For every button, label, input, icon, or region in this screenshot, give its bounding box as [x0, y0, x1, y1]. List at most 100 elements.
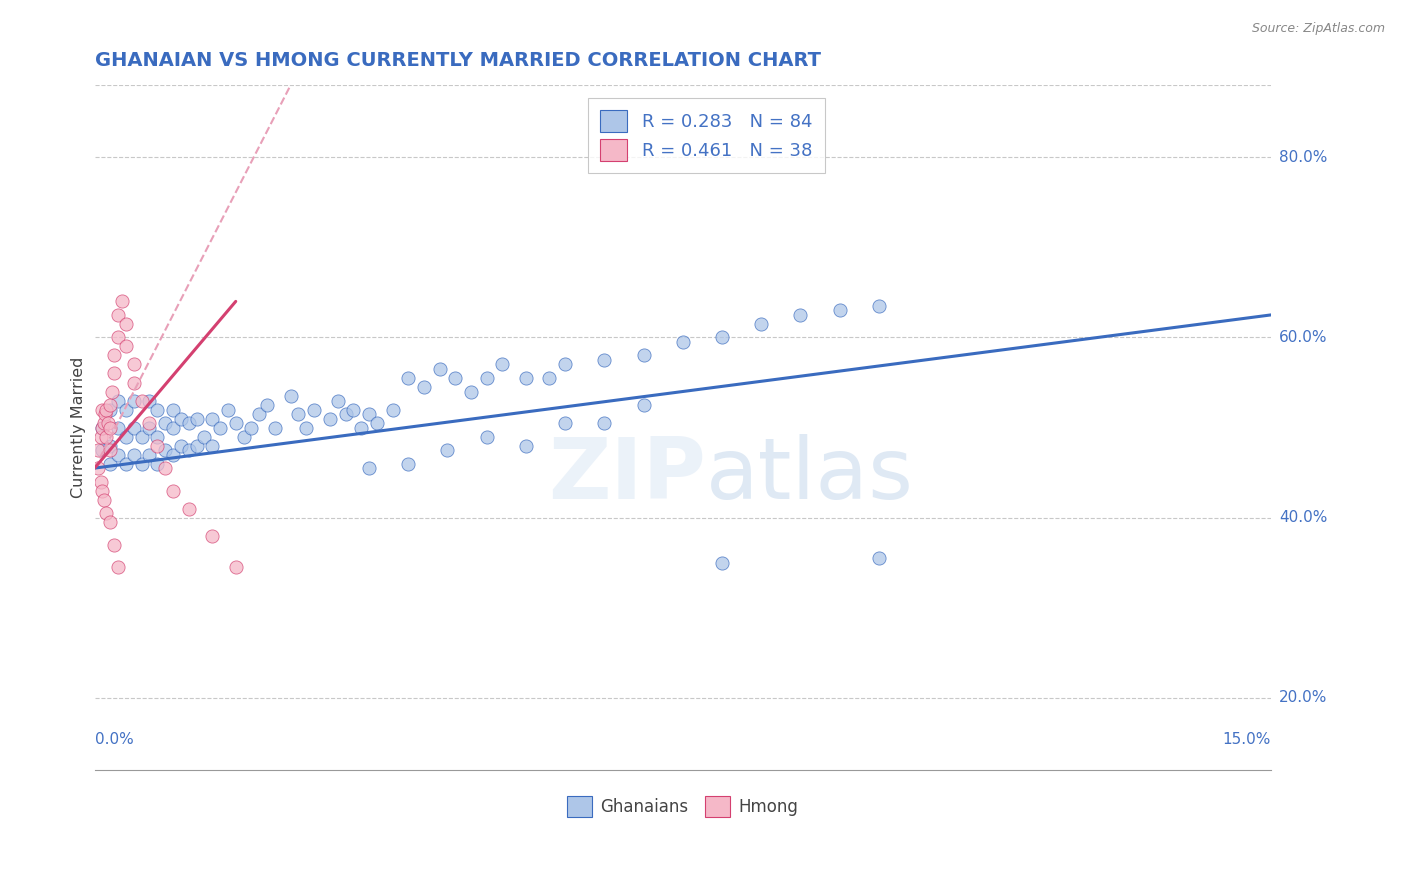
Point: [335, 407, 357, 421]
Point: [672, 334, 695, 349]
Point: [413, 380, 436, 394]
Text: 20.0%: 20.0%: [1279, 690, 1327, 706]
Point: [475, 429, 498, 443]
Legend: Ghanaians, Hmong: Ghanaians, Hmong: [561, 789, 806, 823]
Point: [115, 402, 138, 417]
Point: [107, 330, 129, 344]
Point: [436, 443, 458, 458]
Point: [868, 299, 890, 313]
Point: [515, 439, 537, 453]
Point: [122, 393, 145, 408]
Point: [103, 367, 125, 381]
Point: [396, 371, 419, 385]
Point: [319, 411, 342, 425]
Point: [115, 457, 138, 471]
Point: [429, 362, 451, 376]
Point: [87, 461, 110, 475]
Point: [122, 358, 145, 372]
Point: [115, 339, 138, 353]
Point: [146, 429, 169, 443]
Point: [789, 308, 811, 322]
Point: [122, 420, 145, 434]
Point: [98, 398, 121, 412]
Point: [107, 420, 129, 434]
Point: [93, 492, 115, 507]
Point: [90, 429, 112, 443]
Point: [396, 457, 419, 471]
Point: [162, 402, 184, 417]
Point: [201, 411, 224, 425]
Point: [131, 393, 153, 408]
Point: [87, 443, 110, 458]
Point: [170, 411, 193, 425]
Point: [103, 538, 125, 552]
Point: [177, 443, 200, 458]
Point: [138, 448, 160, 462]
Point: [342, 402, 364, 417]
Point: [153, 416, 176, 430]
Point: [515, 371, 537, 385]
Point: [98, 402, 121, 417]
Point: [828, 303, 851, 318]
Point: [131, 429, 153, 443]
Point: [232, 429, 254, 443]
Text: 0.0%: 0.0%: [94, 732, 134, 747]
Point: [138, 420, 160, 434]
Point: [122, 448, 145, 462]
Point: [111, 294, 134, 309]
Point: [225, 416, 247, 430]
Point: [122, 376, 145, 390]
Point: [593, 353, 616, 368]
Point: [357, 407, 380, 421]
Point: [710, 330, 733, 344]
Point: [475, 371, 498, 385]
Text: ZIP: ZIP: [548, 434, 706, 517]
Point: [107, 560, 129, 574]
Text: 60.0%: 60.0%: [1279, 330, 1327, 345]
Point: [217, 402, 239, 417]
Point: [90, 475, 112, 489]
Point: [91, 420, 114, 434]
Point: [138, 416, 160, 430]
Point: [302, 402, 325, 417]
Point: [91, 443, 114, 458]
Point: [96, 402, 118, 417]
Point: [162, 420, 184, 434]
Point: [94, 407, 117, 421]
Point: [633, 398, 655, 412]
Point: [350, 420, 373, 434]
Point: [107, 308, 129, 322]
Point: [256, 398, 278, 412]
Point: [98, 515, 121, 529]
Point: [749, 317, 772, 331]
Point: [357, 461, 380, 475]
Text: 15.0%: 15.0%: [1223, 732, 1271, 747]
Point: [101, 384, 124, 399]
Point: [209, 420, 232, 434]
Point: [98, 420, 121, 434]
Point: [153, 461, 176, 475]
Point: [91, 483, 114, 498]
Point: [96, 506, 118, 520]
Point: [131, 457, 153, 471]
Point: [554, 358, 576, 372]
Point: [91, 420, 114, 434]
Point: [287, 407, 309, 421]
Point: [93, 416, 115, 430]
Point: [115, 317, 138, 331]
Point: [177, 501, 200, 516]
Point: [280, 389, 302, 403]
Point: [138, 393, 160, 408]
Point: [247, 407, 270, 421]
Point: [146, 402, 169, 417]
Point: [240, 420, 263, 434]
Y-axis label: Currently Married: Currently Married: [72, 357, 86, 499]
Point: [186, 439, 208, 453]
Point: [633, 349, 655, 363]
Point: [225, 560, 247, 574]
Text: 40.0%: 40.0%: [1279, 510, 1327, 525]
Point: [193, 429, 215, 443]
Point: [107, 448, 129, 462]
Point: [115, 429, 138, 443]
Point: [201, 529, 224, 543]
